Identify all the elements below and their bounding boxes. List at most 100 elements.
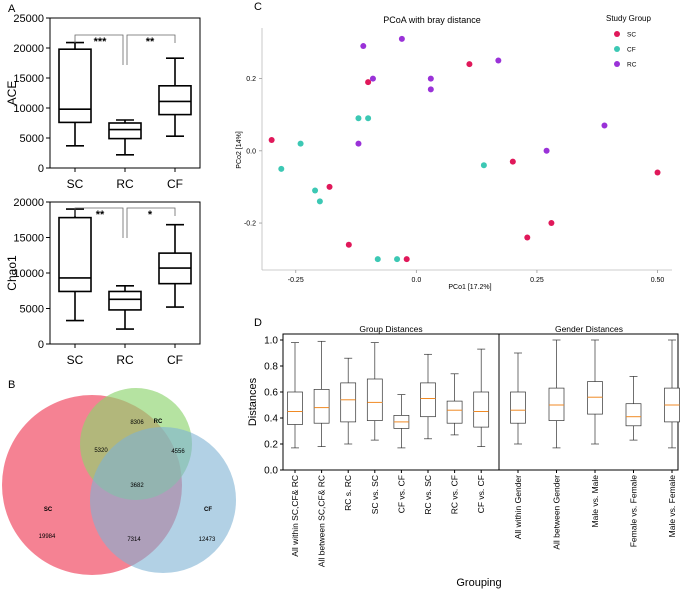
data-point-sc: [326, 183, 333, 190]
y-tick-label: 0.2: [264, 440, 278, 451]
x-tick-label: Male vs. Female: [667, 475, 677, 538]
data-point-sc: [654, 169, 661, 176]
x-tick-label: 0.25: [530, 277, 544, 284]
venn-count: 12473: [199, 537, 216, 543]
y-tick-label: 15000: [13, 73, 44, 85]
data-point-sc: [509, 158, 516, 165]
data-point-rc: [601, 122, 608, 129]
y-tick-label: -0.2: [244, 221, 256, 228]
box: [340, 382, 357, 423]
significance-marker: *: [148, 209, 153, 221]
significance-bracket: [74, 34, 124, 65]
y-tick-label: 25000: [13, 13, 44, 25]
venn-circle-cf: [90, 427, 236, 573]
venn-label: SC: [44, 507, 53, 513]
data-point-rc: [398, 35, 405, 42]
x-tick-label: RC vs. CF: [450, 475, 460, 514]
pcoa-scatter: C PCoA with bray distance -0.25 0.0 0.25 0.50…: [236, 1, 672, 291]
data-point-cf: [365, 115, 372, 122]
panel-label: C: [254, 1, 262, 13]
significance-marker: **: [96, 209, 105, 221]
data-point-cf: [480, 162, 487, 169]
x-axis-label: PCo1 [17.2%]: [448, 284, 491, 291]
box: [287, 391, 303, 425]
y-tick-label: 20000: [13, 197, 44, 209]
y-axis-label: Distances: [247, 377, 259, 426]
x-tick-label: RC: [116, 353, 134, 367]
y-tick-label: 1.0: [264, 336, 278, 347]
data-point-sc: [365, 79, 372, 86]
venn-label: CF: [204, 507, 212, 513]
x-tick-label: CF vs. CF: [476, 475, 486, 513]
venn-count: 7314: [127, 537, 141, 543]
legend-label: CF: [627, 47, 636, 54]
x-tick-label: All between SC,CF& RC: [317, 475, 327, 567]
data-point-rc: [355, 140, 362, 147]
data-point-cf: [374, 256, 381, 263]
data-point-rc: [369, 75, 376, 82]
data-point-sc: [524, 234, 531, 241]
x-tick-label: All between Gender: [552, 475, 562, 550]
venn-diagram: B SC RC CF 19984 8306 12473 5320 4556 7314 3682: [2, 379, 236, 575]
x-tick-label: Male vs. Male: [590, 475, 600, 528]
y-axis-label: Chao1: [5, 255, 19, 291]
x-tick-label: SC: [67, 177, 84, 191]
venn-count: 4556: [171, 449, 185, 455]
data-point-sc: [268, 136, 275, 143]
panel-label: A: [8, 3, 16, 15]
legend-swatch: [614, 31, 620, 37]
box: [446, 400, 463, 424]
box: [58, 216, 92, 293]
data-point-cf: [278, 165, 285, 172]
x-tick-label: CF vs. CF: [396, 475, 406, 513]
y-axis-label: ACE: [5, 81, 19, 106]
data-point-sc: [466, 61, 473, 68]
data-point-sc: [403, 256, 410, 263]
legend-label: SC: [627, 32, 636, 39]
data-point-rc: [427, 86, 434, 93]
y-tick-label: 10000: [13, 103, 44, 115]
x-tick-label: 0.50: [651, 277, 665, 284]
x-tick-label: -0.25: [288, 277, 304, 284]
venn-count: 5320: [94, 448, 108, 454]
box: [587, 381, 603, 415]
box: [548, 387, 565, 421]
y-axis-label: PCo2 [14%]: [236, 131, 243, 168]
y-tick-label: 0.0: [264, 466, 278, 477]
data-point-cf: [355, 115, 362, 122]
group-distances-title: Group Distances: [359, 324, 422, 334]
x-tick-label: RC: [116, 177, 134, 191]
panel-label: D: [254, 317, 262, 329]
data-point-sc: [548, 220, 555, 227]
data-point-cf: [312, 187, 319, 194]
x-axis-label: Grouping: [456, 577, 501, 589]
venn-count: 3682: [130, 483, 144, 489]
y-tick-label: 5000: [20, 304, 44, 316]
venn-count: 19984: [39, 534, 56, 540]
significance-marker: ***: [94, 36, 108, 48]
x-tick-label: RC vs. SC: [423, 475, 433, 515]
y-tick-label: 0.8: [264, 362, 278, 373]
data-point-cf: [394, 256, 401, 263]
y-tick-label: 15000: [13, 233, 44, 245]
significance-bracket: [126, 34, 176, 65]
x-tick-label: All within Gender: [513, 475, 523, 539]
legend-title: Study Group: [606, 14, 651, 23]
x-tick-label: RC s. RC: [343, 475, 353, 511]
significance-marker: **: [146, 36, 155, 48]
data-point-rc: [360, 43, 367, 50]
data-point-rc: [427, 75, 434, 82]
box: [313, 389, 330, 424]
box: [510, 391, 526, 424]
box: [58, 48, 92, 124]
legend-swatch: [614, 61, 620, 67]
x-tick-label: CF: [167, 353, 183, 367]
box: [473, 391, 490, 428]
data-point-rc: [495, 57, 502, 64]
distances-boxplot: D Group Distances Gender Distances 0.0 0.2 0.…: [247, 317, 680, 589]
box: [366, 378, 383, 421]
x-tick-label: SC: [67, 353, 84, 367]
